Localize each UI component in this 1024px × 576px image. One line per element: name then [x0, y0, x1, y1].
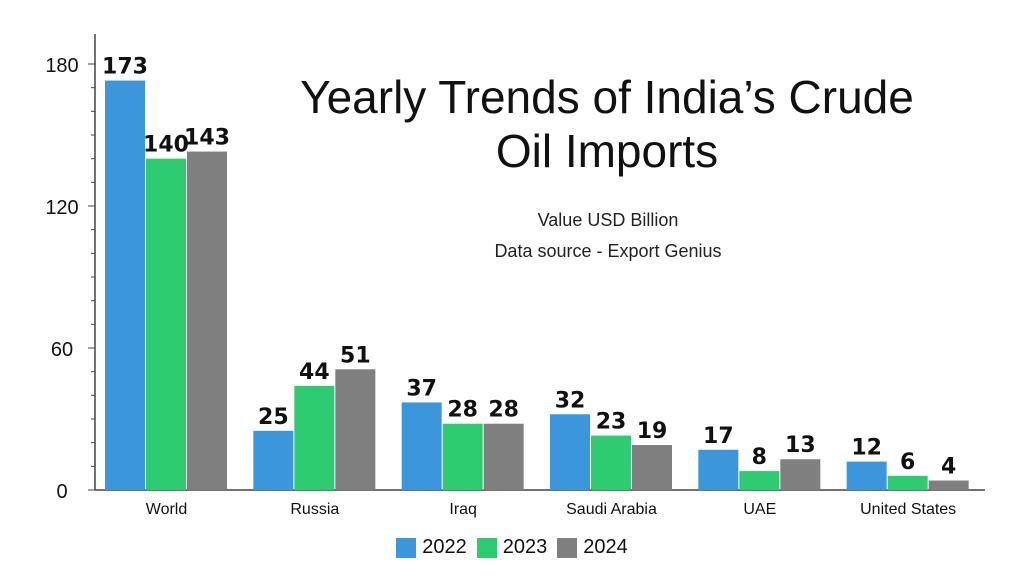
legend-label-2022: 2022 [422, 536, 467, 558]
y-tick-label: 180 [45, 55, 78, 77]
legend-swatch-2024 [557, 537, 578, 558]
bar [442, 423, 483, 490]
data-label: 4 [941, 455, 956, 480]
chart-subtitle-units: Value USD Billion [537, 210, 679, 230]
data-label: 28 [488, 398, 519, 423]
legend-label-2023: 2023 [502, 536, 548, 558]
bar [483, 423, 524, 490]
bar [335, 369, 376, 490]
bar [146, 158, 186, 490]
data-label: 143 [184, 126, 230, 151]
bar [846, 461, 887, 490]
x-tick-label: Russia [290, 501, 339, 518]
x-tick-label: Saudi Arabia [566, 501, 657, 518]
data-label: 23 [596, 410, 627, 435]
data-label: 44 [299, 360, 330, 385]
data-label: 140 [143, 133, 189, 158]
bar [780, 459, 821, 490]
x-tick-label: UAE [743, 501, 776, 518]
bar [632, 445, 672, 490]
bar [887, 475, 928, 490]
bar [105, 80, 145, 491]
bar [928, 480, 969, 490]
data-label: 19 [637, 419, 668, 444]
data-label: 173 [102, 55, 148, 80]
data-label: 8 [752, 445, 767, 470]
legend-item-2022: 2022 [396, 536, 467, 559]
data-label: 17 [703, 424, 734, 449]
chart-title: Yearly Trends of India’s Crude Oil Impor… [262, 70, 952, 178]
bar [698, 449, 739, 490]
legend-swatch-2023 [476, 537, 497, 558]
y-tick-label: 60 [51, 339, 73, 361]
y-tick-label: 0 [56, 481, 67, 503]
data-label: 25 [258, 405, 289, 430]
x-tick-label: World [146, 501, 188, 518]
data-label: 32 [555, 388, 586, 413]
bar [401, 402, 442, 490]
legend-item-2023: 2023 [476, 536, 548, 559]
legend-swatch-2022 [396, 537, 417, 558]
data-label: 51 [340, 343, 371, 368]
bar [253, 430, 294, 490]
bar [294, 385, 335, 490]
legend: 2022 2023 2024 [0, 536, 1024, 559]
data-label: 13 [785, 433, 816, 458]
chart-subtitle-source: Data source - Export Genius [494, 241, 722, 261]
legend-item-2024: 2024 [557, 536, 628, 559]
bar [550, 414, 590, 490]
y-tick-label: 120 [45, 197, 78, 219]
data-label: 37 [406, 376, 437, 401]
legend-label-2024: 2024 [583, 536, 628, 558]
bar [591, 435, 631, 490]
bar [187, 151, 227, 491]
chart-title-line-1: Yearly Trends of India’s Crude [300, 71, 914, 123]
x-tick-label: Iraq [449, 501, 477, 518]
chart-title-line-2: Oil Imports [495, 125, 719, 177]
x-tick-label: United States [860, 501, 956, 518]
data-label: 12 [851, 436, 882, 461]
bar [739, 471, 780, 490]
data-label: 6 [900, 450, 915, 475]
data-label: 28 [447, 398, 478, 423]
